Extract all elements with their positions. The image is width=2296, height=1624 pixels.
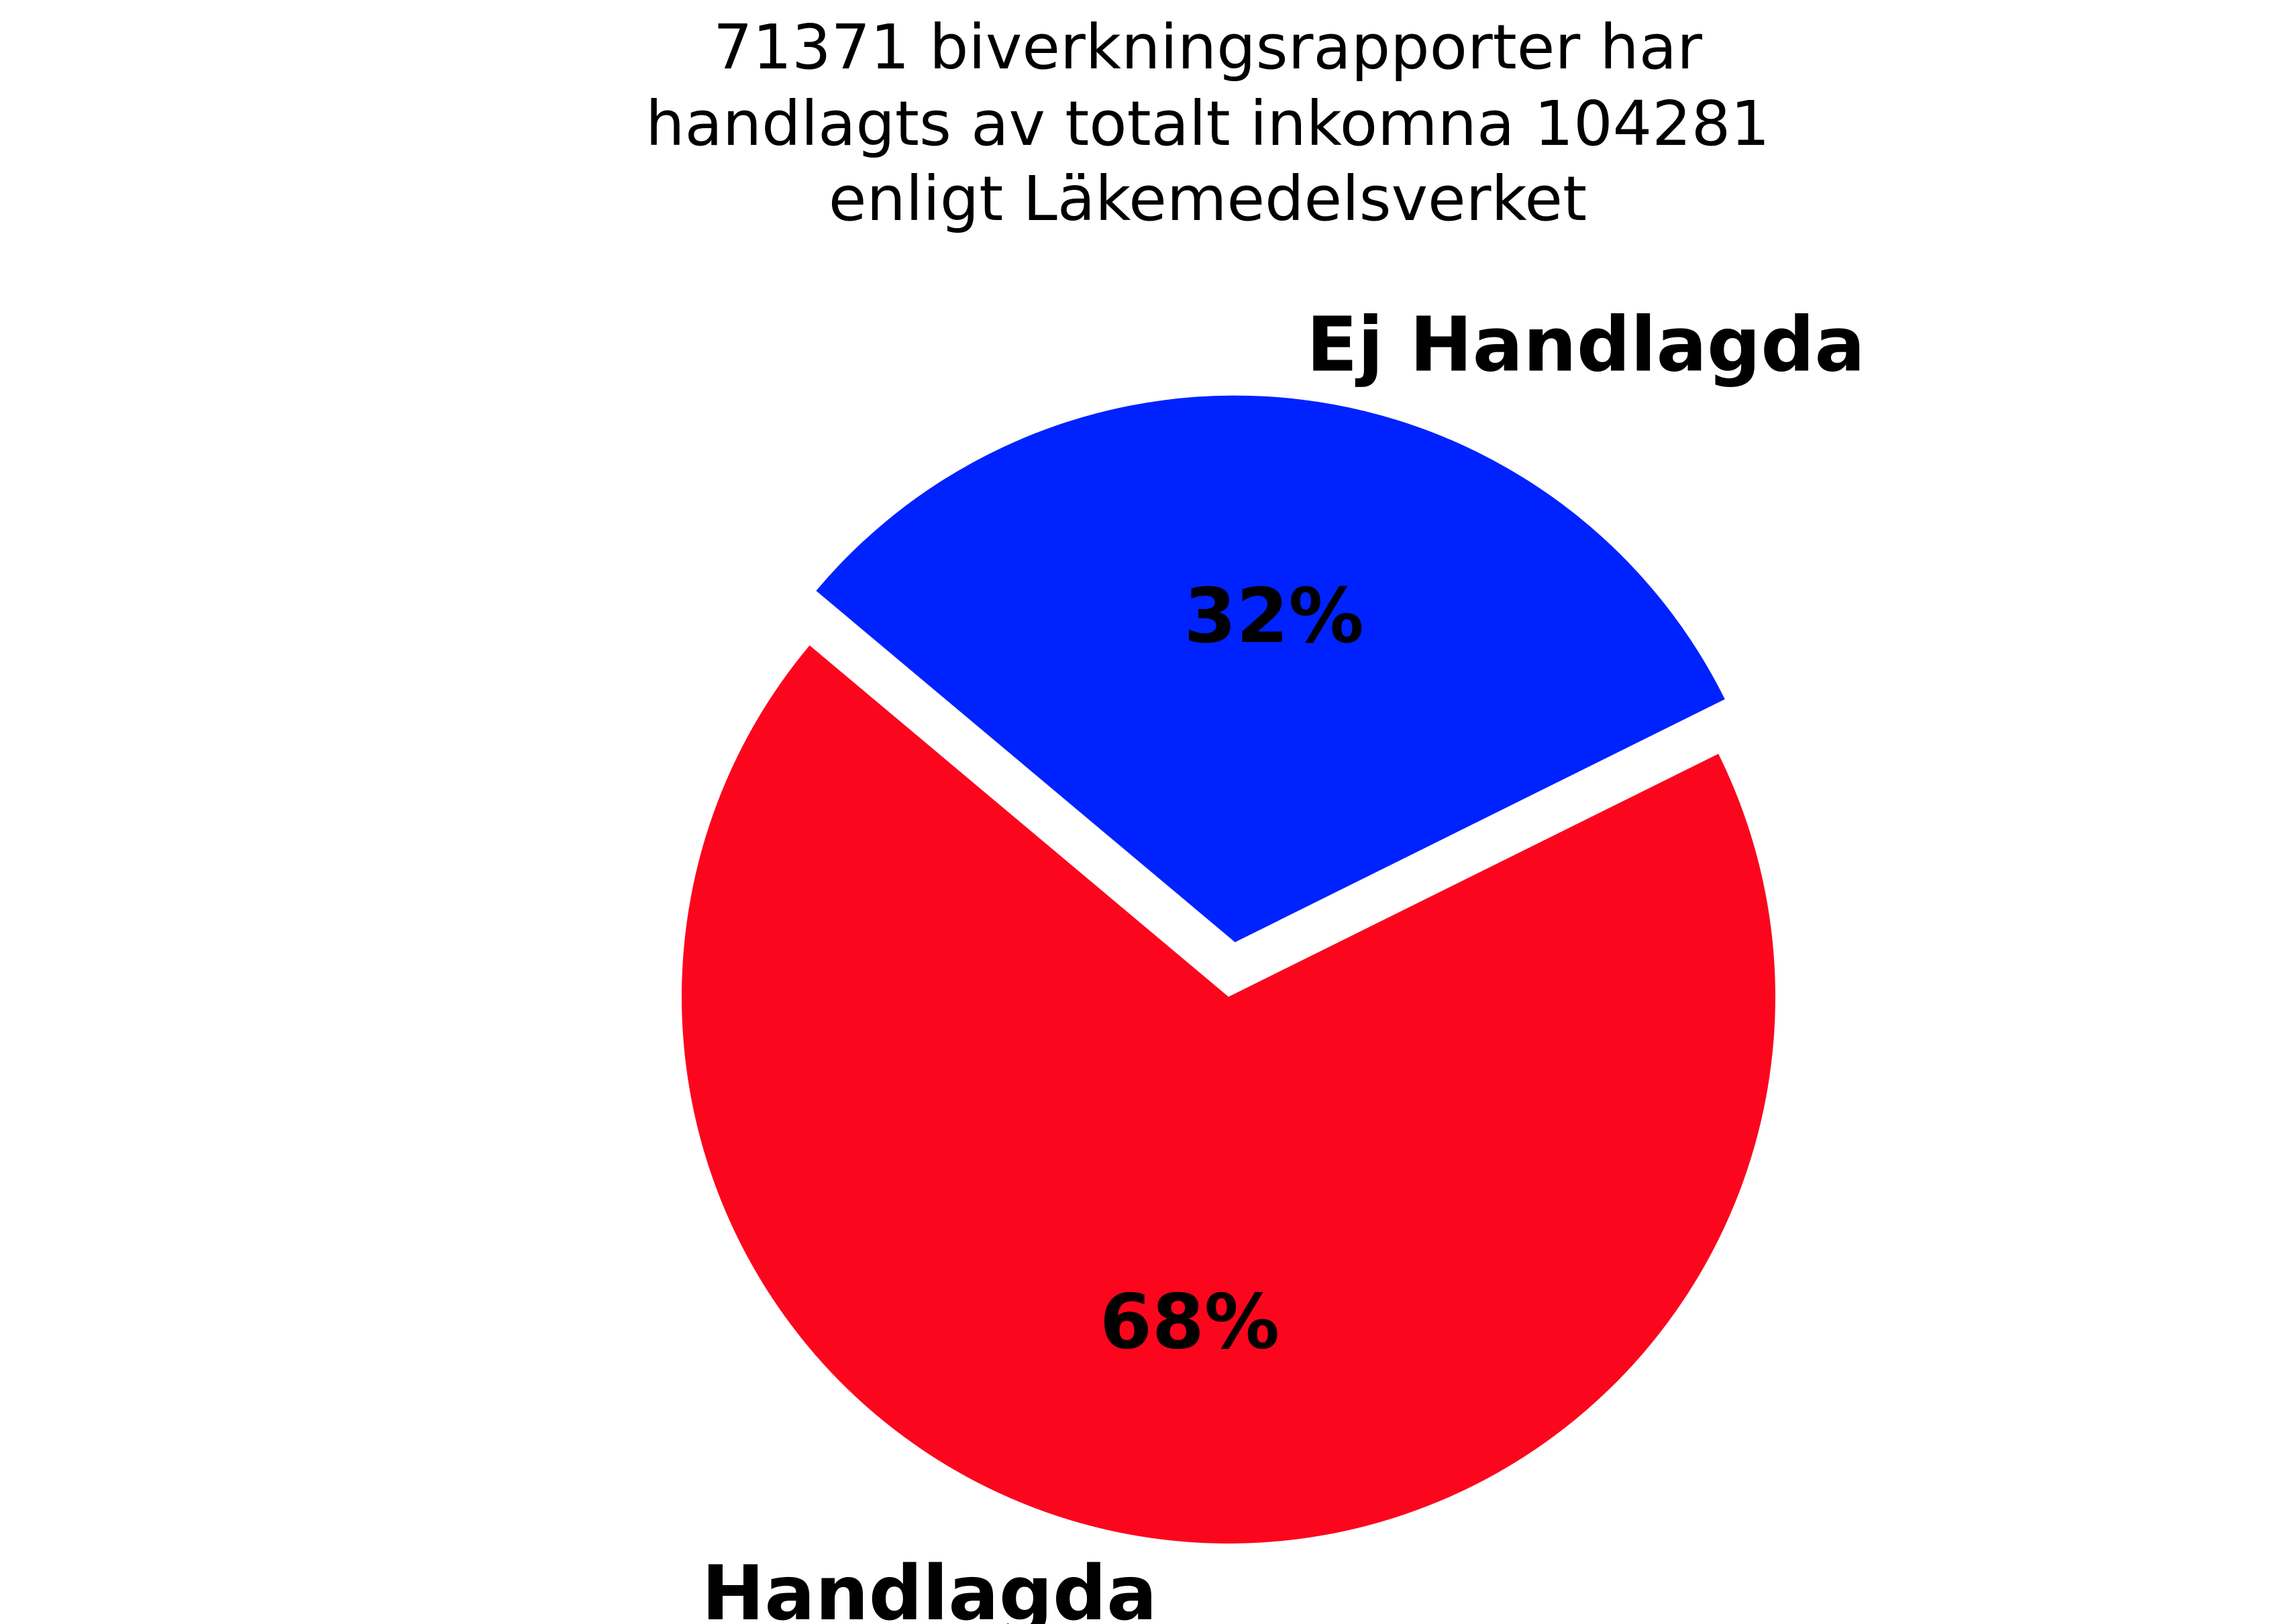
slice-percent-ej-handlagda: 32% bbox=[1184, 573, 1364, 660]
slice-label-handlagda: Handlagda bbox=[702, 1550, 1157, 1624]
pie-labels: Handlagda 68% Ej Handlagda 32% bbox=[702, 301, 1865, 1624]
slice-percent-handlagda: 68% bbox=[1100, 1279, 1280, 1366]
chart-title: 71371 biverkningsrapporter har handlagts… bbox=[645, 11, 1770, 235]
chart-title-line-2: handlagts av totalt inkomna 104281 bbox=[645, 88, 1770, 160]
slice-label-ej-handlagda: Ej Handlagda bbox=[1306, 301, 1865, 388]
chart-title-line-3: enligt Läkemedelsverket bbox=[829, 163, 1587, 235]
pie-slices bbox=[681, 395, 1775, 1544]
chart-title-line-1: 71371 biverkningsrapporter har bbox=[713, 11, 1702, 83]
pie-slice-ej-handlagda bbox=[816, 395, 1725, 942]
pie-slice-handlagda bbox=[681, 645, 1775, 1544]
